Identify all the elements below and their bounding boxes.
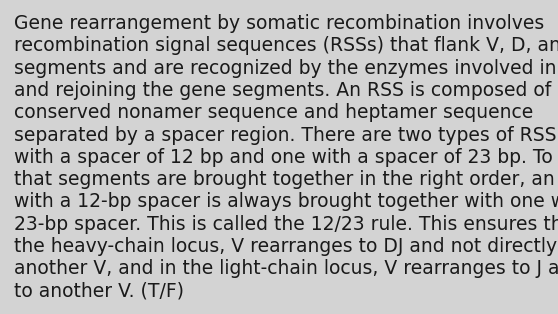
Text: the heavy-chain locus, V rearranges to DJ and not directly to J or: the heavy-chain locus, V rearranges to D… <box>14 237 558 256</box>
Text: to another V. (T/F): to another V. (T/F) <box>14 282 184 301</box>
Text: that segments are brought together in the right order, an RSS: that segments are brought together in th… <box>14 170 558 189</box>
Text: separated by a spacer region. There are two types of RSS, one: separated by a spacer region. There are … <box>14 126 558 145</box>
Text: 23-bp spacer. This is called the 12/23 rule. This ensures that in: 23-bp spacer. This is called the 12/23 r… <box>14 215 558 234</box>
Text: another V, and in the light-chain locus, V rearranges to J and not: another V, and in the light-chain locus,… <box>14 259 558 279</box>
Text: recombination signal sequences (RSSs) that flank V, D, and J: recombination signal sequences (RSSs) th… <box>14 36 558 56</box>
Text: with a spacer of 12 bp and one with a spacer of 23 bp. To ensure: with a spacer of 12 bp and one with a sp… <box>14 148 558 167</box>
Text: and rejoining the gene segments. An RSS is composed of a: and rejoining the gene segments. An RSS … <box>14 81 558 100</box>
Text: segments and are recognized by the enzymes involved in cutting: segments and are recognized by the enzym… <box>14 59 558 78</box>
Text: Gene rearrangement by somatic recombination involves: Gene rearrangement by somatic recombinat… <box>14 14 544 33</box>
Text: conserved nonamer sequence and heptamer sequence: conserved nonamer sequence and heptamer … <box>14 103 533 122</box>
Text: with a 12-bp spacer is always brought together with one with a: with a 12-bp spacer is always brought to… <box>14 192 558 212</box>
